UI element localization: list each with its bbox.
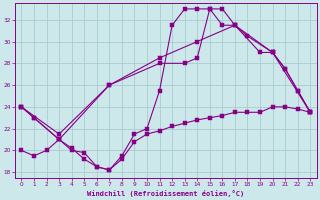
X-axis label: Windchill (Refroidissement éolien,°C): Windchill (Refroidissement éolien,°C): [87, 190, 244, 197]
